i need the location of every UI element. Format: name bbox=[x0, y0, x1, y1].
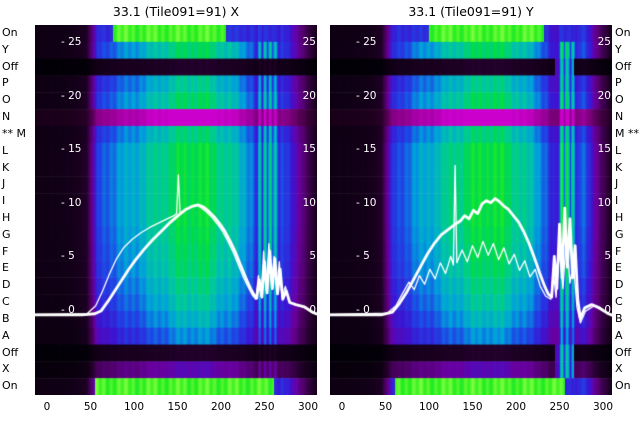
row-label-i-left: I bbox=[2, 194, 6, 208]
row-label-a-left: A bbox=[2, 328, 10, 342]
y-tick-label-25: - 25 bbox=[61, 36, 82, 48]
row-label-k-right: K bbox=[615, 160, 623, 174]
row-label-c-right: C bbox=[615, 295, 623, 309]
row-label-y-left: Y bbox=[2, 42, 9, 56]
row-label-h-right: H bbox=[615, 211, 624, 224]
y-tick-label-right-15: 15 bbox=[302, 143, 316, 156]
row-label-g-right: G bbox=[615, 227, 624, 241]
y-tick-label-0: - 0 bbox=[356, 304, 370, 316]
row-label-j-right: J bbox=[615, 177, 619, 191]
x-tick-label-0: 0 bbox=[43, 401, 51, 413]
x-tick-label-100: 100 bbox=[123, 401, 145, 413]
row-label-on-right: On bbox=[615, 26, 631, 39]
y-tick-label-5: - 5 bbox=[61, 250, 75, 263]
row-label-d-left: D bbox=[2, 278, 11, 292]
row-label-g-left: G bbox=[2, 227, 11, 241]
row-label-e-left: E bbox=[2, 261, 9, 275]
row-label-y-right: Y bbox=[615, 42, 622, 56]
x-tick-label-250: 250 bbox=[549, 401, 570, 413]
row-label-l-right: L bbox=[615, 143, 622, 157]
y-tick-label-5: - 5 bbox=[356, 250, 370, 263]
row-label-m-right-flagged: M ** bbox=[615, 126, 639, 140]
row-label-j-left: J bbox=[2, 177, 6, 191]
row-label-o-left: O bbox=[2, 93, 11, 107]
panel-title-x: 33.1 (Tile091=91) X bbox=[112, 4, 240, 19]
x-tick-label-150: 150 bbox=[167, 401, 188, 413]
row-label-off-left: Off bbox=[2, 59, 19, 73]
y-tick-label-right-0: 0 bbox=[604, 304, 611, 316]
row-label-b-left: B bbox=[2, 311, 10, 325]
y-tick-label-right-5: 5 bbox=[309, 250, 316, 263]
y-tick-label-right-25: 25 bbox=[597, 36, 611, 48]
x-tick-label-50: 50 bbox=[83, 401, 98, 413]
y-tick-label-right-0: 0 bbox=[309, 304, 316, 316]
row-label-a-right: A bbox=[615, 328, 623, 342]
row-label-f-right: F bbox=[615, 244, 622, 258]
y-tick-label-15: - 15 bbox=[61, 143, 82, 156]
row-label-on-right: On bbox=[615, 379, 631, 393]
y-tick-label-right-5: 5 bbox=[604, 250, 611, 263]
heatmap-panel-x: - 25 25 - 20 20 - 15 15 - 10 10 - 5 5 - 0 0 bbox=[35, 25, 317, 395]
x-tick-label-100: 100 bbox=[418, 401, 440, 413]
y-tick-label-right-15: 15 bbox=[597, 143, 611, 156]
x-tick-label-250: 250 bbox=[254, 401, 275, 413]
y-tick-label-0: - 0 bbox=[61, 304, 75, 316]
row-label-b-right: B bbox=[615, 311, 623, 325]
y-tick-label-10: - 10 bbox=[61, 196, 82, 209]
row-label-o-right: O bbox=[615, 93, 624, 107]
x-tick-label-300: 300 bbox=[297, 401, 319, 413]
y-tick-label-25: - 25 bbox=[356, 36, 377, 48]
row-label-e-right: E bbox=[615, 261, 622, 275]
row-label-x-right: X bbox=[615, 362, 623, 376]
row-label-on-left: On bbox=[2, 26, 18, 39]
row-label-f-left: F bbox=[2, 244, 9, 258]
heatmap-canvas-y bbox=[330, 25, 612, 395]
x-tick-label-200: 200 bbox=[505, 401, 527, 413]
y-tick-label-20: - 20 bbox=[61, 89, 82, 102]
y-tick-label-right-10: 10 bbox=[597, 196, 611, 209]
row-label-p-right: P bbox=[615, 76, 622, 90]
row-label-m-left-flagged: ** M bbox=[2, 126, 26, 140]
heatmap-panel-y: - 25 25 - 20 20 - 15 15 - 10 10 - 5 5 - 0 0 bbox=[330, 25, 612, 395]
x-tick-label-300: 300 bbox=[592, 401, 614, 413]
heatmap-canvas-x bbox=[35, 25, 317, 395]
row-label-n-right: N bbox=[615, 110, 624, 124]
y-tick-label-15: - 15 bbox=[356, 143, 377, 156]
row-label-p-left: P bbox=[2, 76, 9, 90]
x-tick-label-50: 50 bbox=[378, 401, 393, 413]
row-label-x-left: X bbox=[2, 362, 10, 376]
row-label-c-left: C bbox=[2, 295, 10, 309]
left-row-labels: On Y Off P O N ** M L K J I H G F E D C B A Off X On bbox=[0, 25, 34, 395]
row-label-d-right: D bbox=[615, 278, 624, 292]
y-tick-label-right-25: 25 bbox=[302, 36, 316, 48]
y-tick-label-right-10: 10 bbox=[302, 196, 316, 209]
x-tick-label-150: 150 bbox=[462, 401, 483, 413]
row-label-h-left: H bbox=[2, 211, 11, 224]
y-tick-label-right-20: 20 bbox=[302, 89, 316, 102]
row-label-off-right: Off bbox=[615, 345, 632, 359]
x-axis-ticks-x: 0 50 100 150 200 250 300 bbox=[35, 401, 318, 416]
x-axis-ticks-y: 0 50 100 150 200 250 300 bbox=[330, 401, 613, 416]
row-label-off-right: Off bbox=[615, 59, 632, 73]
y-tick-label-20: - 20 bbox=[356, 89, 377, 102]
row-label-off-left: Off bbox=[2, 345, 19, 359]
panel-title-y: 33.1 (Tile091=91) Y bbox=[408, 4, 534, 19]
x-tick-label-0: 0 bbox=[338, 401, 346, 413]
row-label-n-left: N bbox=[2, 110, 11, 124]
y-tick-label-right-20: 20 bbox=[597, 89, 611, 102]
row-label-l-left: L bbox=[2, 143, 9, 157]
row-label-on-left: On bbox=[2, 379, 18, 393]
row-label-i-right: I bbox=[615, 194, 619, 208]
right-row-labels: On Y Off P O N M ** L K J I H G F E D C B A Off X On bbox=[613, 25, 640, 395]
row-label-k-left: K bbox=[2, 160, 10, 174]
y-tick-label-10: - 10 bbox=[356, 196, 377, 209]
x-tick-label-200: 200 bbox=[210, 401, 232, 413]
